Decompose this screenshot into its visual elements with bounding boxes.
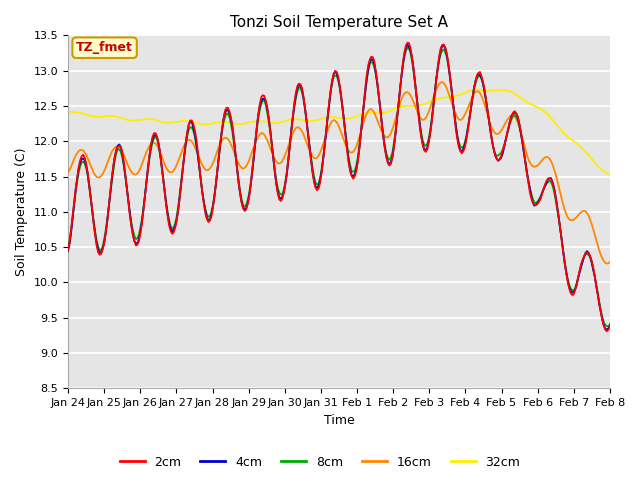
Legend: 2cm, 4cm, 8cm, 16cm, 32cm: 2cm, 4cm, 8cm, 16cm, 32cm (115, 451, 525, 474)
X-axis label: Time: Time (324, 414, 355, 427)
Y-axis label: Soil Temperature (C): Soil Temperature (C) (15, 147, 28, 276)
Text: TZ_fmet: TZ_fmet (76, 41, 133, 54)
Title: Tonzi Soil Temperature Set A: Tonzi Soil Temperature Set A (230, 15, 448, 30)
